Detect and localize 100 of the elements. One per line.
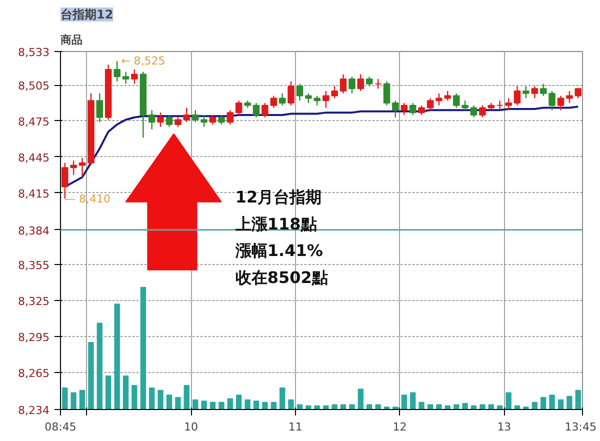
candlestick	[226, 110, 234, 126]
bar	[540, 397, 546, 410]
bar	[392, 406, 398, 410]
bar	[340, 404, 346, 410]
annotation: 收在8502點	[235, 268, 328, 288]
bar	[532, 402, 538, 410]
bar	[296, 404, 303, 410]
annotation: 漲幅1.41%	[234, 241, 323, 260]
bar	[105, 375, 112, 410]
candlestick	[400, 102, 408, 116]
bar	[70, 392, 76, 410]
y-tick-label: 8,505	[18, 80, 50, 93]
bar	[575, 390, 581, 410]
candlestick	[357, 74, 364, 92]
y-tick-label: 8,384	[18, 224, 50, 238]
bar	[88, 342, 94, 410]
candlestick	[444, 90, 451, 102]
annotation: 12月台指期	[235, 188, 322, 207]
candlestick	[557, 95, 564, 111]
x-tick-label: 10	[184, 420, 198, 434]
bar	[244, 399, 250, 410]
candlestick	[392, 100, 399, 118]
candlestick	[348, 76, 356, 94]
candlestick	[496, 100, 504, 111]
candlestick	[374, 78, 382, 90]
candlestick	[148, 110, 156, 130]
bar	[549, 394, 555, 410]
candlestick	[70, 160, 77, 176]
candlestick	[114, 60, 120, 82]
candlestick	[252, 102, 260, 118]
bar	[270, 402, 277, 410]
bar	[280, 387, 286, 410]
candlestick	[122, 71, 130, 84]
candlestick	[235, 100, 242, 116]
candlestick	[505, 98, 512, 111]
bar	[96, 322, 102, 410]
bar	[332, 404, 338, 410]
x-tick-label: 12	[392, 420, 407, 434]
bar	[506, 392, 512, 410]
y-tick-label: 8,295	[18, 330, 50, 344]
chart-title: 台指期12	[60, 8, 114, 22]
bar	[184, 385, 190, 410]
candlestick	[183, 107, 190, 123]
bar	[418, 402, 424, 410]
candlestick	[296, 83, 304, 102]
candlestick	[270, 95, 278, 108]
candlestick	[548, 90, 556, 111]
candlestick	[166, 114, 173, 128]
bar	[122, 375, 129, 410]
bar	[114, 304, 120, 410]
candlestick	[426, 98, 434, 111]
x-tick-label: 11	[288, 420, 302, 434]
y-tick-label: 8,415	[18, 187, 50, 200]
candlestick	[200, 114, 208, 128]
x-tick-label: 13	[497, 420, 512, 434]
bar	[210, 402, 216, 410]
candlestick	[322, 90, 330, 108]
bar	[175, 397, 181, 410]
bar	[358, 388, 364, 410]
candlestick	[470, 104, 478, 118]
candlestick	[418, 104, 425, 116]
candlestick	[366, 76, 373, 87]
bar	[132, 385, 138, 410]
candlestick	[262, 102, 268, 118]
bar	[201, 400, 207, 410]
bar	[62, 387, 68, 410]
bar	[566, 396, 572, 410]
y-tick-label: 8,355	[18, 259, 50, 272]
candlestick	[540, 83, 547, 96]
y-tick-label: 8,475	[18, 115, 50, 128]
bar	[349, 404, 355, 410]
candlestick	[174, 116, 182, 128]
y-tick-label: 8,234	[18, 404, 50, 417]
bar	[166, 394, 172, 410]
candlestick	[383, 80, 390, 106]
bar	[140, 286, 146, 410]
bar	[436, 404, 442, 410]
candlestick	[331, 86, 338, 99]
bar	[227, 398, 233, 410]
bar	[288, 399, 294, 410]
bar	[480, 404, 486, 410]
candlestick	[462, 100, 468, 111]
bar	[236, 394, 242, 410]
bar	[401, 394, 408, 410]
candlestick	[96, 92, 104, 123]
bar	[253, 400, 260, 410]
candlestick	[514, 86, 521, 106]
candlestick	[192, 110, 199, 123]
y-tick-label: 8,533	[18, 46, 50, 59]
annotation: ← 8,525	[121, 54, 166, 68]
candlestick	[288, 80, 294, 106]
candlestick	[209, 114, 216, 126]
candlestick	[157, 112, 164, 128]
bar	[427, 404, 434, 410]
candlestick	[531, 86, 538, 99]
candlestick	[340, 74, 347, 94]
annotation: — 8,410	[64, 192, 110, 206]
bar	[523, 406, 529, 410]
bar	[462, 403, 468, 410]
bar	[262, 402, 268, 410]
